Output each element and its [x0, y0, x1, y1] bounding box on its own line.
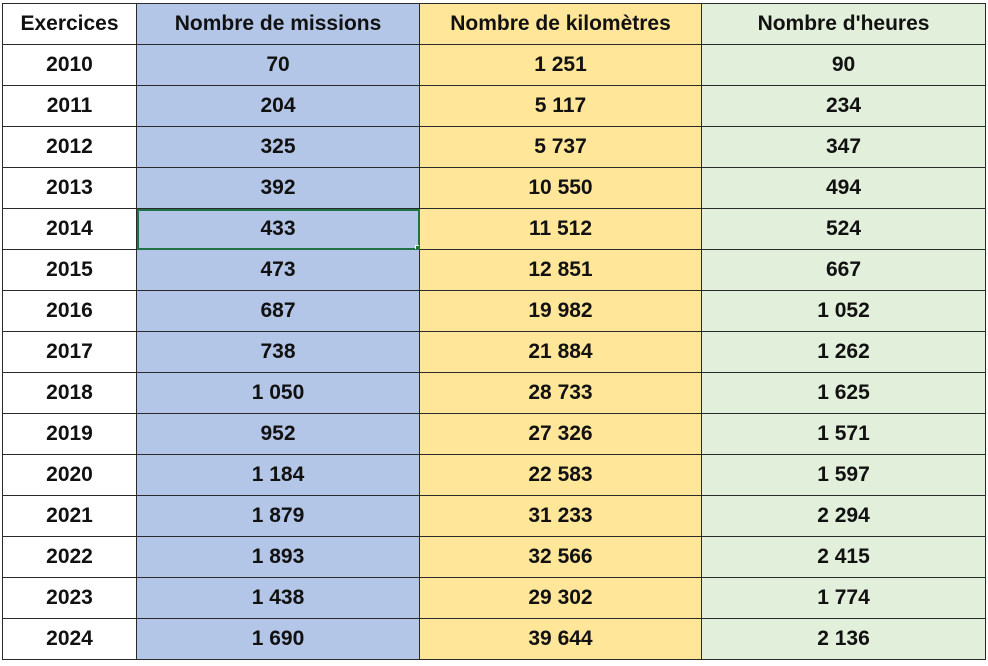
cell-kilometres[interactable]: 5 117: [419, 85, 702, 127]
table-row: 2012 325 5 737 347: [2, 126, 986, 168]
cell-year[interactable]: 2017: [2, 331, 137, 373]
cell-heures[interactable]: 234: [701, 85, 986, 127]
cell-year[interactable]: 2024: [2, 618, 137, 660]
cell-missions[interactable]: 1 438: [136, 577, 420, 619]
cell-kilometres[interactable]: 11 512: [419, 208, 702, 250]
cell-kilometres[interactable]: 32 566: [419, 536, 702, 578]
cell-missions[interactable]: 1 184: [136, 454, 420, 496]
cell-year[interactable]: 2023: [2, 577, 137, 619]
cell-missions[interactable]: 392: [136, 167, 420, 209]
cell-year[interactable]: 2019: [2, 413, 137, 455]
cell-year[interactable]: 2014: [2, 208, 137, 250]
table-row: 2020 1 184 22 583 1 597: [2, 454, 986, 496]
fill-handle[interactable]: [415, 245, 419, 249]
cell-missions[interactable]: 325: [136, 126, 420, 168]
cell-missions[interactable]: 1 690: [136, 618, 420, 660]
cell-heures[interactable]: 2 294: [701, 495, 986, 537]
cell-missions[interactable]: 1 050: [136, 372, 420, 414]
cell-kilometres[interactable]: 31 233: [419, 495, 702, 537]
cell-kilometres[interactable]: 10 550: [419, 167, 702, 209]
cell-missions[interactable]: 204: [136, 85, 420, 127]
cell-missions[interactable]: 1 879: [136, 495, 420, 537]
cell-kilometres[interactable]: 22 583: [419, 454, 702, 496]
cell-kilometres[interactable]: 5 737: [419, 126, 702, 168]
cell-kilometres[interactable]: 12 851: [419, 249, 702, 291]
table-row: 2024 1 690 39 644 2 136: [2, 618, 986, 660]
cell-kilometres[interactable]: 19 982: [419, 290, 702, 332]
table-body: 2010 70 1 251 90 2011 204 5 117 234 2012 325 5 737…: [2, 44, 986, 660]
cell-heures[interactable]: 1 052: [701, 290, 986, 332]
cell-kilometres[interactable]: 1 251: [419, 44, 702, 86]
header-row: Exercices Nombre de missions Nombre de k…: [2, 3, 986, 45]
table-row: 2016 687 19 982 1 052: [2, 290, 986, 332]
cell-year[interactable]: 2012: [2, 126, 137, 168]
table-row: 2018 1 050 28 733 1 625: [2, 372, 986, 414]
table-row: 2010 70 1 251 90: [2, 44, 986, 86]
table-row: 2021 1 879 31 233 2 294: [2, 495, 986, 537]
table-row: 2023 1 438 29 302 1 774: [2, 577, 986, 619]
table-row: 2014 433 11 512 524: [2, 208, 986, 250]
cell-year[interactable]: 2013: [2, 167, 137, 209]
data-table: Exercices Nombre de missions Nombre de k…: [2, 3, 986, 660]
cell-kilometres[interactable]: 29 302: [419, 577, 702, 619]
cell-year[interactable]: 2011: [2, 85, 137, 127]
cell-year[interactable]: 2022: [2, 536, 137, 578]
cell-kilometres[interactable]: 39 644: [419, 618, 702, 660]
cell-year[interactable]: 2018: [2, 372, 137, 414]
cell-heures[interactable]: 524: [701, 208, 986, 250]
header-heures[interactable]: Nombre d'heures: [701, 3, 986, 45]
cell-heures[interactable]: 1 262: [701, 331, 986, 373]
cell-heures[interactable]: 1 625: [701, 372, 986, 414]
cell-missions[interactable]: 952: [136, 413, 420, 455]
cell-year[interactable]: 2021: [2, 495, 137, 537]
cell-year[interactable]: 2020: [2, 454, 137, 496]
header-missions[interactable]: Nombre de missions: [136, 3, 420, 45]
table-row: 2011 204 5 117 234: [2, 85, 986, 127]
cell-missions[interactable]: 1 893: [136, 536, 420, 578]
cell-year[interactable]: 2010: [2, 44, 137, 86]
cell-missions[interactable]: 473: [136, 249, 420, 291]
cell-heures[interactable]: 90: [701, 44, 986, 86]
cell-missions[interactable]: 687: [136, 290, 420, 332]
cell-year[interactable]: 2015: [2, 249, 137, 291]
table-row: 2017 738 21 884 1 262: [2, 331, 986, 373]
cell-heures[interactable]: 1 571: [701, 413, 986, 455]
cell-missions-selected[interactable]: 433: [136, 208, 420, 250]
cell-heures[interactable]: 1 774: [701, 577, 986, 619]
cell-heures[interactable]: 1 597: [701, 454, 986, 496]
cell-kilometres[interactable]: 27 326: [419, 413, 702, 455]
table-row: 2022 1 893 32 566 2 415: [2, 536, 986, 578]
table-row: 2019 952 27 326 1 571: [2, 413, 986, 455]
cell-heures[interactable]: 2 415: [701, 536, 986, 578]
cell-heures[interactable]: 347: [701, 126, 986, 168]
cell-year[interactable]: 2016: [2, 290, 137, 332]
cell-kilometres[interactable]: 28 733: [419, 372, 702, 414]
cell-kilometres[interactable]: 21 884: [419, 331, 702, 373]
table-row: 2015 473 12 851 667: [2, 249, 986, 291]
cell-heures[interactable]: 667: [701, 249, 986, 291]
cell-missions[interactable]: 70: [136, 44, 420, 86]
cell-heures[interactable]: 494: [701, 167, 986, 209]
table-row: 2013 392 10 550 494: [2, 167, 986, 209]
header-exercices[interactable]: Exercices: [2, 3, 137, 45]
header-kilometres[interactable]: Nombre de kilomètres: [419, 3, 702, 45]
cell-heures[interactable]: 2 136: [701, 618, 986, 660]
cell-missions[interactable]: 738: [136, 331, 420, 373]
